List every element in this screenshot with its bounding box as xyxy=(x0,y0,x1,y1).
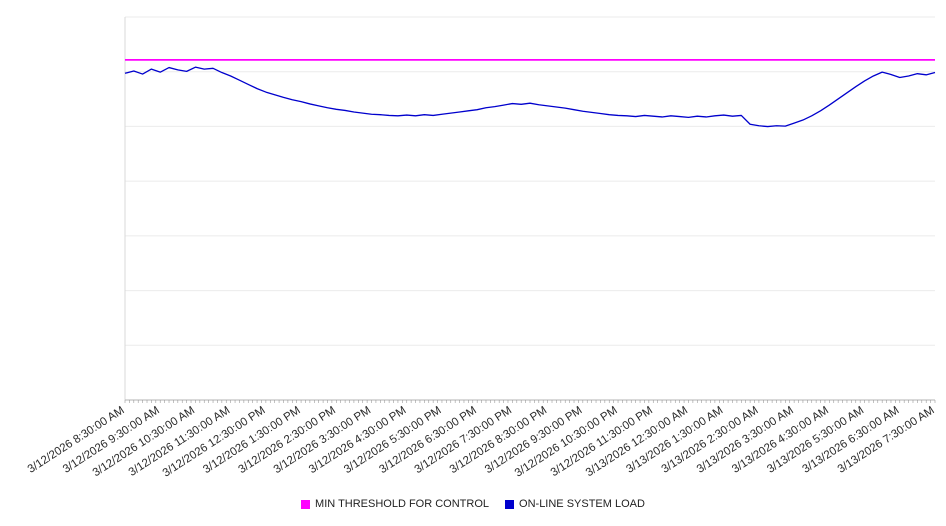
chart-legend: MIN THRESHOLD FOR CONTROL ON-LINE SYSTEM … xyxy=(0,498,946,510)
legend-swatch-icon xyxy=(505,499,515,509)
legend-label: MIN THRESHOLD FOR CONTROL xyxy=(315,498,490,510)
legend-item: ON-LINE SYSTEM LOAD xyxy=(505,498,645,510)
system-load-line xyxy=(124,66,936,128)
legend-label: ON-LINE SYSTEM LOAD xyxy=(519,498,645,510)
x-axis-ticks xyxy=(124,400,936,403)
line-chart-canvas: 3/12/2026 8:30:00 AM3/12/2026 9:30:00 AM… xyxy=(26,16,937,480)
gridlines xyxy=(125,16,935,346)
x-axis-labels: 3/12/2026 8:30:00 AM3/12/2026 9:30:00 AM… xyxy=(26,404,937,479)
legend-swatch-icon xyxy=(301,499,311,509)
legend-item: MIN THRESHOLD FOR CONTROL xyxy=(301,498,489,510)
